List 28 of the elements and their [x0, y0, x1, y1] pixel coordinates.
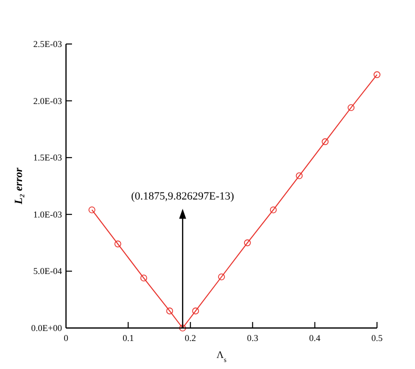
point: [218, 273, 225, 280]
y-tick-label: 1.0E-03: [33, 209, 62, 220]
point: [114, 240, 122, 248]
point: [296, 172, 303, 180]
point: [374, 71, 380, 78]
x-tick-label: 0.3: [246, 333, 259, 343]
x-tick-label: 0.1: [122, 333, 134, 343]
x-axis-title: Λ$_{s}$: [216, 350, 227, 364]
x-tick-label: 0.2: [184, 333, 196, 343]
point: [322, 138, 329, 146]
point: [179, 324, 186, 332]
point: [348, 104, 354, 112]
y-axis-title: L₂ error: [13, 167, 25, 206]
point: [166, 308, 174, 314]
point: [140, 274, 148, 282]
y-tick-label: 2.0E-03: [33, 96, 62, 106]
point: [244, 239, 251, 246]
point: [192, 308, 199, 314]
x-tick-label: 0.4: [309, 333, 321, 343]
annotation: (0.1875,9.826297E-13): [131, 190, 234, 203]
point: [270, 206, 277, 214]
y-tick-label: 5.0E-04: [33, 266, 62, 276]
y-tick-label: 1.5E-03: [33, 152, 62, 163]
y-tick-label: 2.5E-03: [33, 39, 62, 49]
y-tick-label: 0.0E+00: [31, 323, 62, 333]
point: [88, 206, 96, 214]
x-tick-label: 0: [64, 333, 69, 343]
x-tick-label: 0.5: [371, 333, 384, 343]
